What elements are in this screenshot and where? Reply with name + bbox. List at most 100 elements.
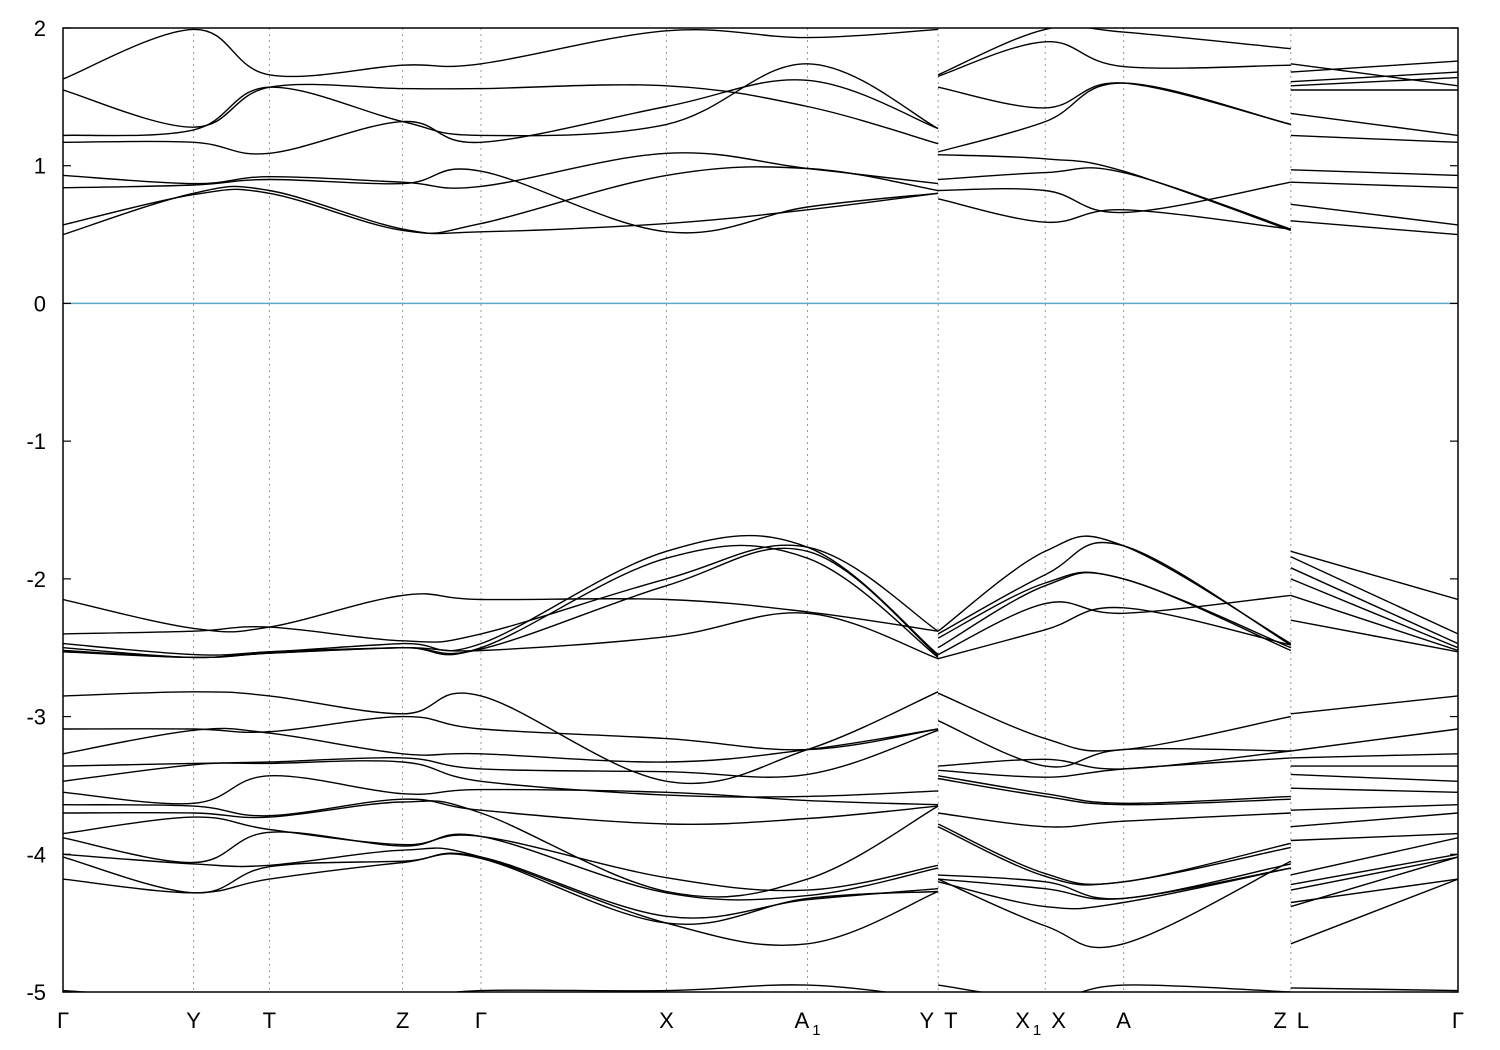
band-line	[1290, 837, 1458, 876]
band-line	[63, 798, 939, 826]
band-line	[1290, 878, 1458, 945]
band-line	[937, 823, 1291, 886]
kpoint-label: Γ	[57, 1008, 69, 1033]
band-line	[937, 775, 1291, 805]
band-line	[937, 535, 1292, 645]
band-line	[938, 863, 1291, 900]
band-line	[1290, 578, 1458, 649]
y-tick-label: -3	[26, 705, 46, 730]
band-line	[937, 860, 1292, 949]
band-line	[1290, 812, 1458, 828]
band-line	[63, 800, 939, 898]
band-line	[937, 720, 1291, 768]
band-line	[63, 544, 939, 643]
band-line	[63, 775, 939, 806]
band-line	[1290, 556, 1458, 635]
band-line	[937, 692, 1291, 752]
band-line	[63, 152, 939, 189]
y-tick-label: 1	[34, 154, 46, 179]
kpoint-label: A	[1116, 1008, 1131, 1033]
kpoint-label: Z	[396, 1008, 409, 1033]
band-line	[937, 28, 1291, 76]
band-line	[1290, 220, 1458, 236]
band-line	[63, 63, 939, 137]
kpoint-label: X	[1051, 1008, 1066, 1033]
band-line	[937, 606, 1291, 660]
kpoint-label: Y	[919, 1008, 934, 1033]
band-line	[63, 691, 939, 785]
band-line	[938, 867, 1291, 900]
band-line	[63, 593, 939, 633]
band-line	[1290, 63, 1458, 87]
band-line	[937, 826, 1291, 886]
band-line	[937, 41, 1291, 77]
band-line	[1290, 181, 1458, 189]
y-tick-label: -1	[26, 429, 46, 454]
band-line	[63, 847, 939, 947]
band-line	[63, 984, 891, 992]
band-line	[63, 83, 939, 145]
band-line	[1290, 856, 1458, 891]
kpoint-label: X	[659, 1008, 674, 1033]
band-line	[63, 28, 939, 80]
band-line	[1290, 134, 1458, 143]
band-line	[1290, 112, 1458, 137]
band-line	[1290, 76, 1458, 87]
band-line	[1290, 773, 1458, 782]
band-line	[1290, 787, 1458, 793]
band-line	[937, 867, 1291, 910]
band-line	[938, 757, 1291, 778]
y-tick-label: 0	[34, 291, 46, 316]
band-line	[63, 831, 939, 901]
kpoint-label: T	[944, 1008, 957, 1033]
band-line	[63, 534, 939, 656]
band-line	[63, 727, 939, 763]
band-line	[1290, 203, 1458, 226]
band-line	[1290, 987, 1458, 992]
band-line	[937, 82, 1291, 153]
band-line	[937, 594, 1291, 656]
band-line	[63, 816, 939, 892]
band-line	[63, 79, 939, 155]
band-line	[1290, 832, 1458, 842]
kpoint-label: Γ	[1452, 1008, 1464, 1033]
band-line	[1290, 853, 1458, 886]
band-line	[938, 984, 1291, 992]
band-line	[63, 729, 939, 778]
y-tick-label: -2	[26, 567, 46, 592]
band-line	[63, 166, 939, 234]
band-line	[1290, 804, 1458, 811]
band-line	[1290, 60, 1458, 73]
plot-frame	[62, 27, 1459, 993]
band-line	[63, 544, 939, 659]
band-line	[938, 812, 1291, 828]
band-line	[63, 852, 939, 919]
band-line	[1290, 753, 1458, 759]
band-line	[937, 571, 1292, 652]
k-point-gridlines	[193, 28, 1292, 992]
y-tick-label: -5	[26, 980, 46, 1005]
band-line	[1290, 594, 1458, 652]
band-line	[1290, 567, 1458, 645]
band-line	[938, 167, 1292, 230]
band-line	[1290, 695, 1458, 715]
band-line	[63, 760, 939, 798]
y-axis-ticks: -5 -4 -3 -2 -1 0 1 2	[26, 16, 1458, 1005]
kpoint-label: L	[1297, 1008, 1309, 1033]
band-line	[938, 181, 1291, 214]
y-tick-label: -4	[26, 842, 46, 867]
band-line	[937, 198, 1291, 230]
band-line	[1290, 856, 1458, 908]
band-line	[1290, 728, 1458, 752]
band-line	[937, 777, 1291, 806]
kpoint-label: T	[263, 1008, 276, 1033]
band-line	[937, 82, 1291, 126]
kpoint-label: Γ	[475, 1008, 487, 1033]
band-line	[938, 154, 1292, 232]
band-line	[63, 715, 939, 751]
band-line	[938, 750, 1291, 770]
band-lines	[63, 28, 1458, 992]
